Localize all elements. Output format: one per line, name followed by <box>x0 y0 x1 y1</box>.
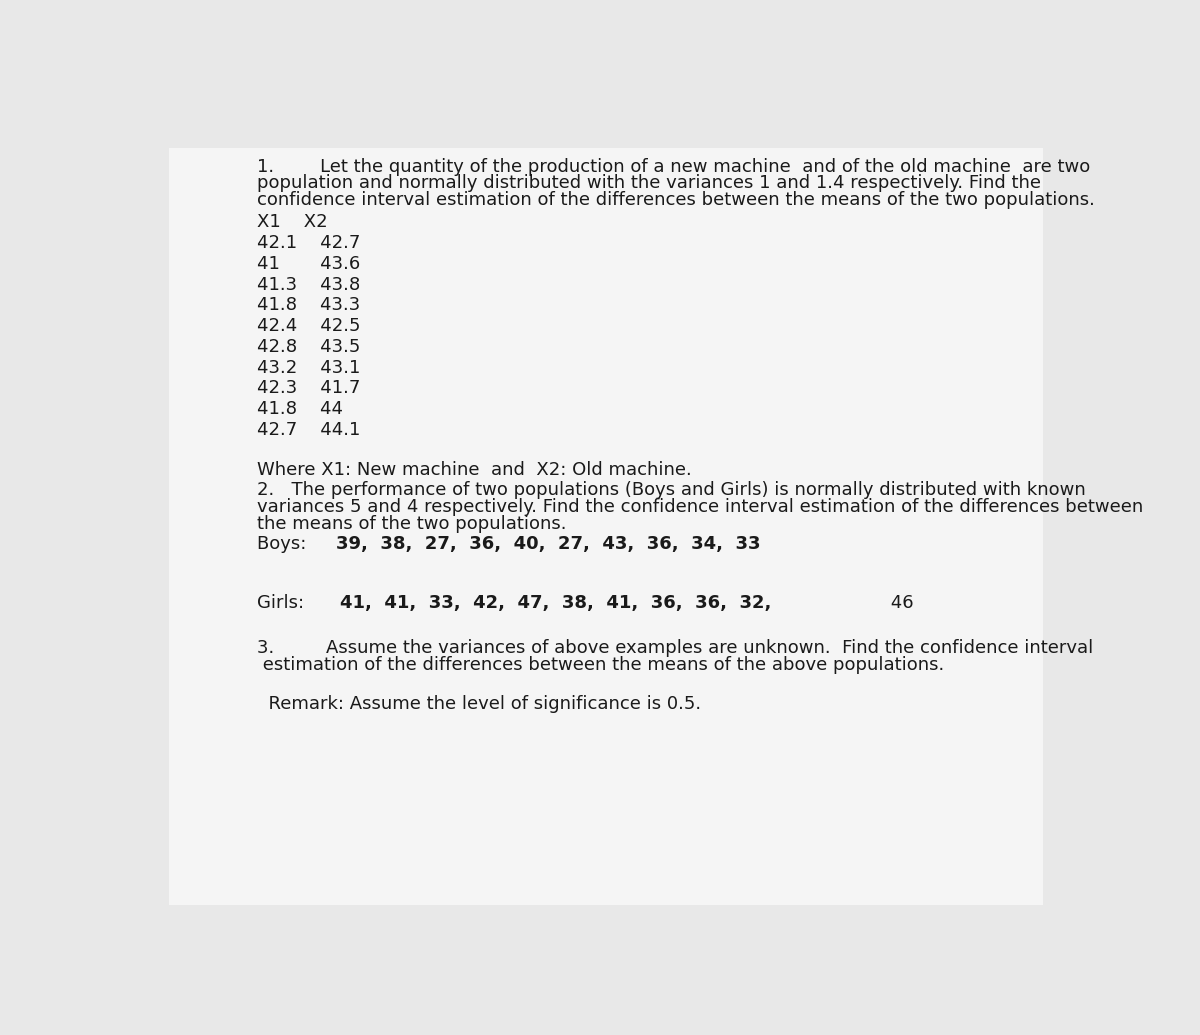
Text: Girls:: Girls: <box>257 594 316 613</box>
Text: X1    X2: X1 X2 <box>257 213 328 232</box>
Text: 3.         Assume the variances of above examples are unknown.  Find the confide: 3. Assume the variances of above example… <box>257 639 1093 657</box>
Text: 42.4    42.5: 42.4 42.5 <box>257 317 360 335</box>
Text: estimation of the differences between the means of the above populations.: estimation of the differences between th… <box>257 656 944 674</box>
Text: 41       43.6: 41 43.6 <box>257 255 360 273</box>
Text: the means of the two populations.: the means of the two populations. <box>257 514 566 533</box>
Text: 42.7    44.1: 42.7 44.1 <box>257 420 360 439</box>
Text: 42.8    43.5: 42.8 43.5 <box>257 337 360 356</box>
Text: 39,  38,  27,  36,  40,  27,  43,  36,  34,  33: 39, 38, 27, 36, 40, 27, 43, 36, 34, 33 <box>336 535 761 554</box>
Text: Where X1: New machine  and  X2: Old machine.: Where X1: New machine and X2: Old machin… <box>257 461 691 478</box>
Text: population and normally distributed with the variances 1 and 1.4 respectively. F: population and normally distributed with… <box>257 175 1040 193</box>
Text: variances 5 and 4 respectively. Find the confidence interval estimation of the d: variances 5 and 4 respectively. Find the… <box>257 498 1144 516</box>
Text: 2.   The performance of two populations (Boys and Girls) is normally distributed: 2. The performance of two populations (B… <box>257 481 1086 499</box>
Text: 41.8    44: 41.8 44 <box>257 400 343 418</box>
FancyBboxPatch shape <box>168 148 1043 906</box>
Text: Boys:: Boys: <box>257 535 312 554</box>
Text: confidence interval estimation of the differences between the means of the two p: confidence interval estimation of the di… <box>257 191 1094 209</box>
Text: 41,  41,  33,  42,  47,  38,  41,  36,  36,  32,: 41, 41, 33, 42, 47, 38, 41, 36, 36, 32, <box>340 594 772 613</box>
Text: 41.8    43.3: 41.8 43.3 <box>257 296 360 315</box>
Text: 42.3    41.7: 42.3 41.7 <box>257 379 360 397</box>
Text: Remark: Assume the level of significance is 0.5.: Remark: Assume the level of significance… <box>257 694 701 713</box>
Text: 41.3    43.8: 41.3 43.8 <box>257 275 360 294</box>
Text: 1.        Let the quantity of the production of a new machine  and of the old ma: 1. Let the quantity of the production of… <box>257 157 1091 176</box>
Text: 46: 46 <box>884 594 913 613</box>
Text: 43.2    43.1: 43.2 43.1 <box>257 358 360 377</box>
Text: 42.1    42.7: 42.1 42.7 <box>257 234 360 253</box>
